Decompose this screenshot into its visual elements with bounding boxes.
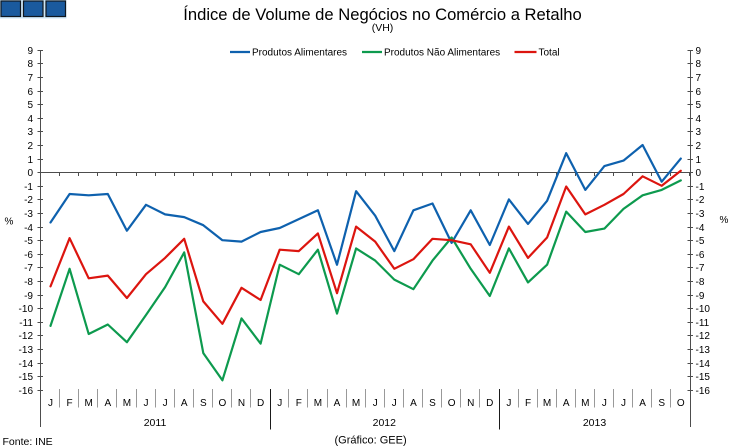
svg-text:Produtos Alimentares: Produtos Alimentares [252,48,347,59]
svg-text:1: 1 [27,155,33,166]
svg-text:M: M [581,398,589,409]
svg-text:M: M [123,398,131,409]
svg-text:-8: -8 [24,277,33,288]
svg-text:A: A [563,398,570,409]
svg-text:-2: -2 [696,195,705,206]
svg-text:2012: 2012 [373,417,397,429]
svg-text:J: J [602,398,607,409]
svg-text:-2: -2 [24,195,33,206]
svg-text:A: A [334,398,341,409]
svg-text:9: 9 [27,46,33,57]
svg-text:5: 5 [27,100,33,111]
svg-text:(VH): (VH) [372,22,394,34]
svg-text:J: J [621,398,626,409]
svg-text:-1: -1 [696,182,705,193]
svg-text:3: 3 [696,127,702,138]
svg-text:-9: -9 [696,291,705,302]
svg-text:J: J [392,398,397,409]
svg-text:-12: -12 [19,331,34,342]
svg-text:M: M [314,398,322,409]
svg-text:O: O [448,398,456,409]
svg-text:2013: 2013 [583,417,607,429]
svg-text:-11: -11 [19,318,33,329]
svg-text:-6: -6 [696,250,705,261]
svg-text:%: % [720,215,729,226]
svg-text:M: M [352,398,360,409]
svg-text:-13: -13 [696,345,711,356]
svg-text:-8: -8 [696,277,705,288]
svg-text:O: O [677,398,685,409]
svg-text:-13: -13 [19,345,34,356]
svg-text:J: J [506,398,511,409]
svg-text:2: 2 [696,141,702,152]
svg-text:A: A [181,398,188,409]
svg-text:6: 6 [696,87,702,98]
svg-text:9: 9 [696,46,702,57]
svg-text:-15: -15 [19,372,34,383]
svg-text:-5: -5 [24,236,33,247]
svg-text:M: M [85,398,93,409]
svg-text:-14: -14 [19,359,34,370]
svg-text:O: O [219,398,227,409]
svg-text:-15: -15 [696,372,711,383]
svg-text:0: 0 [696,168,702,179]
svg-text:3: 3 [27,127,33,138]
svg-text:0: 0 [27,168,33,179]
svg-text:5: 5 [696,100,702,111]
svg-text:M: M [543,398,551,409]
svg-text:F: F [525,398,531,409]
svg-text:J: J [277,398,282,409]
svg-text:F: F [67,398,73,409]
svg-text:-16: -16 [19,386,34,397]
svg-text:Fonte: INE: Fonte: INE [3,436,53,448]
svg-text:Produtos Não Alimentares: Produtos Não Alimentares [384,48,500,59]
svg-text:-3: -3 [696,209,705,220]
svg-text:-14: -14 [696,359,711,370]
svg-text:7: 7 [27,73,33,84]
svg-text:4: 4 [27,114,33,125]
svg-text:J: J [144,398,149,409]
svg-text:%: % [5,217,14,228]
svg-text:7: 7 [696,73,702,84]
svg-text:(Gráfico: GEE): (Gráfico: GEE) [335,435,407,447]
svg-text:N: N [467,398,474,409]
svg-text:J: J [48,398,53,409]
svg-text:-10: -10 [696,304,711,315]
svg-text:8: 8 [27,59,33,70]
svg-text:-7: -7 [24,263,33,274]
svg-text:S: S [200,398,207,409]
svg-text:Índice de Volume de Negócios n: Índice de Volume de Negócios no Comércio… [183,5,582,24]
svg-text:A: A [639,398,646,409]
svg-text:2: 2 [27,141,33,152]
svg-text:-7: -7 [696,263,705,274]
svg-text:-16: -16 [696,386,711,397]
svg-text:-12: -12 [696,331,711,342]
svg-text:-3: -3 [24,209,33,220]
svg-text:1: 1 [696,155,702,166]
svg-text:Total: Total [539,48,560,59]
svg-text:-4: -4 [24,223,33,234]
svg-text:-11: -11 [696,318,710,329]
svg-text:S: S [658,398,665,409]
svg-text:4: 4 [696,114,702,125]
svg-text:-5: -5 [696,236,705,247]
svg-text:8: 8 [696,59,702,70]
svg-text:-4: -4 [696,223,705,234]
svg-text:2011: 2011 [144,417,167,429]
svg-text:N: N [238,398,245,409]
svg-text:-6: -6 [24,250,33,261]
svg-text:J: J [163,398,168,409]
svg-text:A: A [104,398,111,409]
svg-text:F: F [296,398,302,409]
svg-text:D: D [257,398,264,409]
svg-text:J: J [373,398,378,409]
svg-text:S: S [429,398,436,409]
svg-text:A: A [410,398,417,409]
svg-text:6: 6 [27,87,33,98]
svg-text:-1: -1 [24,182,33,193]
svg-text:-10: -10 [19,304,34,315]
svg-text:D: D [486,398,493,409]
svg-text:-9: -9 [24,291,33,302]
